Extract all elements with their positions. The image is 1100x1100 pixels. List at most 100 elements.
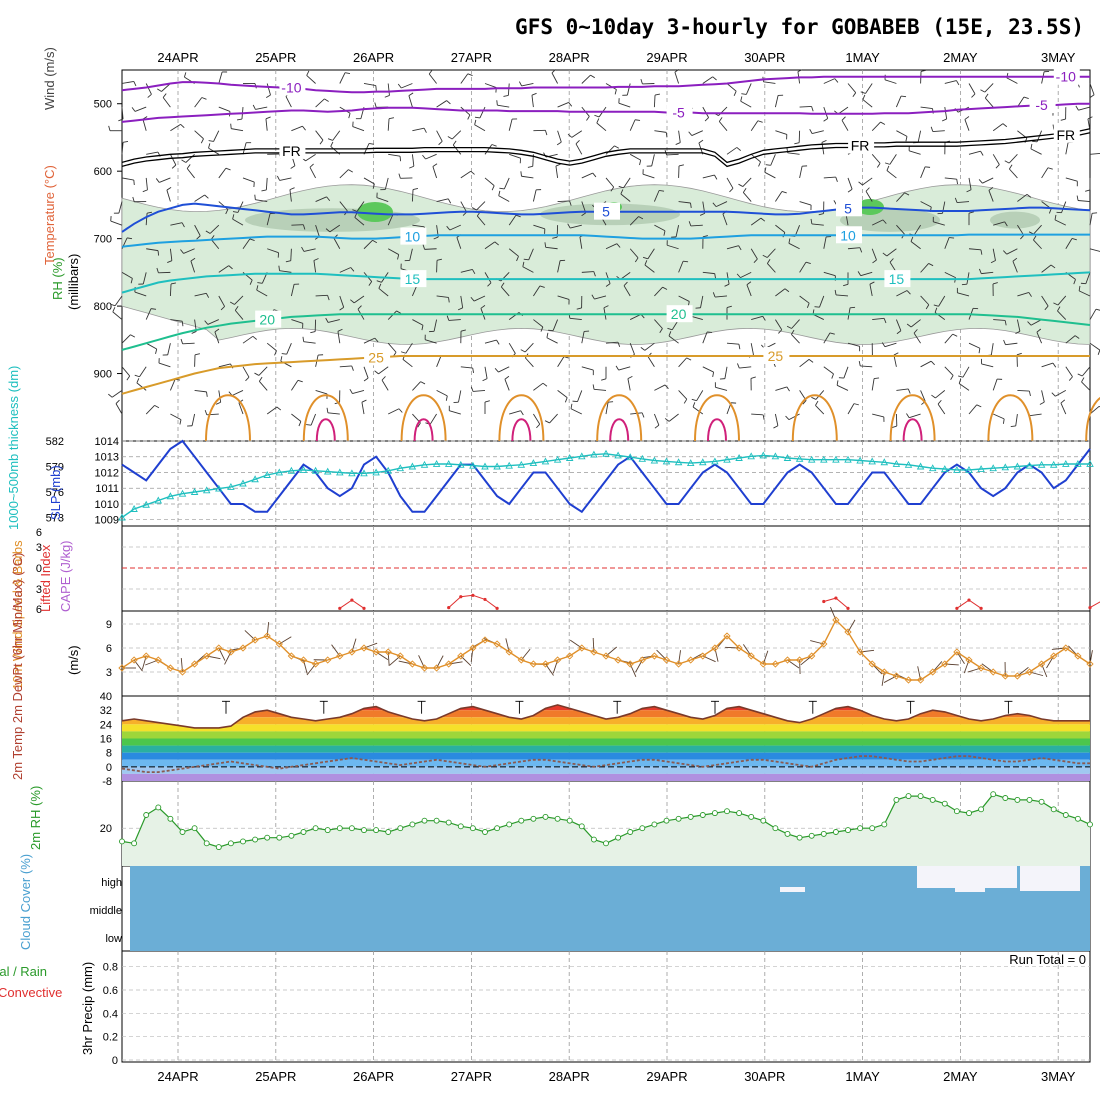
wind-barb-flag — [319, 139, 324, 145]
wind-barb-flag — [285, 260, 291, 263]
wind-barb-flag — [688, 131, 693, 136]
wind-barb-flag — [520, 349, 526, 353]
wind-barb — [191, 413, 196, 426]
wind-barb-flag — [623, 281, 628, 286]
wind-barb-flag — [1003, 339, 1006, 345]
wind-barb — [726, 342, 739, 345]
wind-barb — [509, 410, 521, 415]
wind10m-speed-point — [808, 652, 816, 660]
wind-barb-flag — [181, 159, 187, 163]
thickness-point — [239, 479, 247, 487]
wind-barb — [361, 402, 365, 415]
wind-barb — [722, 213, 728, 226]
wind10m-speed-point — [723, 632, 731, 640]
wind-barb — [412, 319, 424, 326]
wind10m-speed-point — [1013, 672, 1022, 680]
wind10m-speed-point — [735, 644, 743, 652]
wind-barb — [981, 363, 994, 368]
wind-barb — [306, 75, 316, 84]
wind-barb — [715, 295, 728, 298]
wind-barb — [291, 319, 303, 324]
wind-barb — [376, 197, 389, 202]
wind-barb — [847, 83, 857, 93]
wind-barb-flag — [376, 280, 382, 283]
wind-barb-flag — [904, 192, 910, 196]
rh2m-point — [397, 825, 404, 832]
wind-barb — [1041, 167, 1049, 179]
thickness-point — [263, 471, 271, 478]
wind-barb — [363, 337, 376, 344]
wind-barb — [508, 342, 516, 354]
wind-barb-flag — [201, 97, 207, 100]
wind-barb — [896, 290, 908, 297]
wind-barb-flag — [302, 224, 306, 230]
wind-barb-flag — [357, 305, 362, 310]
wind-barb — [484, 339, 497, 344]
wind-barb — [678, 201, 691, 204]
wind-barb — [436, 295, 449, 298]
wind-barb-flag — [906, 413, 910, 418]
wind-barb — [555, 165, 559, 178]
isotherm-label-bg — [763, 347, 790, 365]
wind-barb — [1089, 83, 1095, 95]
wind-barb-flag — [1012, 257, 1018, 262]
wind-barb — [190, 260, 196, 273]
wind-barb — [363, 177, 375, 185]
wind-barb — [429, 413, 437, 425]
wind-barb — [315, 98, 325, 108]
wind-barb — [522, 266, 534, 273]
wind-barb — [378, 288, 389, 297]
wind-barb-flag — [397, 254, 400, 260]
wind-barb — [678, 390, 688, 400]
wind-barb — [847, 177, 853, 190]
wind-barb — [121, 334, 131, 344]
wind-barb-flag — [470, 386, 474, 392]
rh2m-label: 2m RH (%) — [28, 786, 43, 850]
wind-barb-flag — [381, 376, 386, 381]
wind-barb — [339, 295, 345, 308]
wind-barb-flag — [891, 425, 897, 428]
wind-barb — [913, 224, 921, 236]
wind-barb — [823, 176, 836, 179]
wind-barb — [121, 177, 134, 181]
rh2m-point — [433, 817, 440, 824]
wind-barb — [668, 335, 679, 344]
thickness-point — [928, 464, 937, 472]
wind-barb — [436, 100, 447, 108]
wind-barb — [1029, 413, 1042, 417]
thickness-point — [892, 460, 901, 467]
wind-barb — [145, 177, 148, 190]
wind-barb — [332, 130, 341, 141]
wind-barb-flag — [191, 331, 197, 334]
wind-barb — [799, 166, 803, 179]
thickness-point — [336, 468, 344, 476]
wind-barb — [629, 216, 639, 226]
wind-barb-flag — [1078, 285, 1081, 291]
wind10m-speed-point — [590, 648, 598, 656]
wind-barb-flag — [964, 116, 970, 120]
thickness-point — [178, 489, 187, 497]
wind-barb-flag — [843, 283, 849, 287]
wind-barb-flag — [934, 307, 938, 313]
wind-barb-flag — [634, 257, 639, 263]
wind-barb-flag — [690, 202, 692, 209]
thickness-point — [553, 455, 562, 463]
wind-barb-flag — [913, 329, 918, 334]
wind-barb — [594, 295, 607, 300]
wind-barb-flag — [309, 163, 314, 168]
thickness-point — [626, 453, 634, 461]
wind-barb-flag — [290, 165, 296, 169]
date-label-top: 25APR — [255, 50, 296, 65]
wind-barb — [258, 381, 268, 391]
wind-barb — [279, 177, 292, 181]
wind-barb — [962, 366, 970, 378]
wind-barb-flag — [956, 80, 960, 86]
wind-barb-flag — [806, 303, 810, 309]
thickness-point — [396, 464, 405, 472]
thickness-point — [699, 458, 707, 466]
wind-barb-flag — [480, 305, 486, 309]
wind-barb-flag — [654, 93, 661, 96]
wind-barb-flag — [396, 310, 402, 314]
wind-barb-flag — [901, 95, 907, 98]
wind-barb — [305, 153, 316, 162]
